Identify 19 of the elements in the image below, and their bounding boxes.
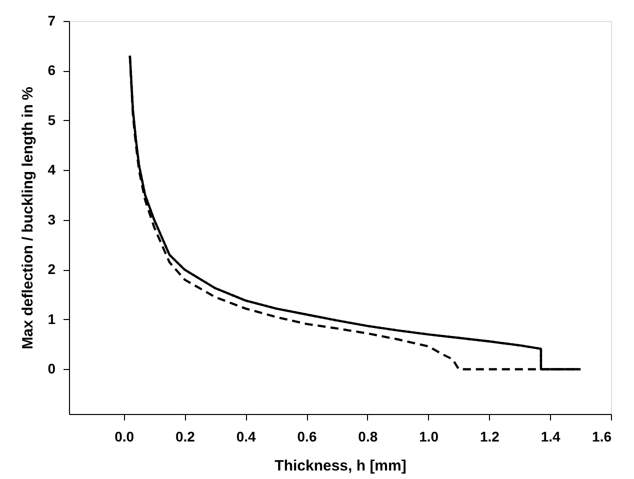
x-tick-label: 0.6 xyxy=(297,428,317,444)
y-tick-label: 7 xyxy=(48,12,56,28)
y-tick-label: 0 xyxy=(48,360,56,377)
x-tick-label: 0.4 xyxy=(236,428,256,444)
x-tick-label: 0.0 xyxy=(114,428,134,444)
y-tick-label: 1 xyxy=(48,310,56,327)
x-axis-title: Thickness, h [mm] xyxy=(274,458,406,474)
x-tick-label: 0.2 xyxy=(175,428,196,444)
x-tick-label: 1.2 xyxy=(480,428,500,444)
y-tick-label: 2 xyxy=(48,261,56,278)
x-tick-label: 1.4 xyxy=(540,428,561,444)
x-tick-label: 0.8 xyxy=(358,428,378,444)
y-tick-label: 5 xyxy=(48,112,56,128)
y-tick-label: 4 xyxy=(48,162,56,178)
y-tick-label: 6 xyxy=(48,62,56,78)
y-axis-title: Max deflection / buckling length in % xyxy=(20,86,37,350)
y-tick-label: 3 xyxy=(48,211,56,228)
x-tick-label: 1.6 xyxy=(592,428,612,444)
x-tick-label: 1.0 xyxy=(419,428,439,444)
